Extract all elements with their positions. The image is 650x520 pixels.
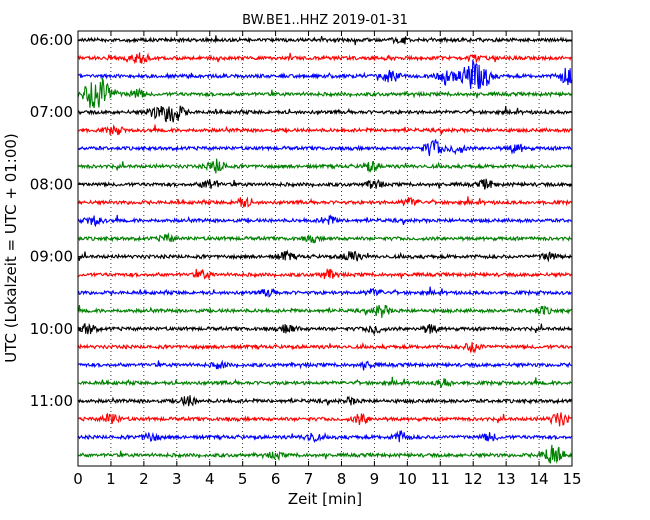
- chart-title: BW.BE1..HHZ 2019-01-31: [242, 13, 408, 28]
- x-axis-label: Zeit [min]: [288, 490, 362, 508]
- x-tick-label: 4: [205, 470, 215, 488]
- trace-line-row-22: [77, 429, 572, 443]
- y-tick-label: 09:00: [30, 248, 73, 266]
- trace-line-row-0: [77, 35, 572, 46]
- x-tick-label: 10: [398, 470, 417, 488]
- trace-group: [77, 35, 573, 464]
- x-tick-label: 11: [431, 470, 450, 488]
- y-tick-label: 07:00: [30, 103, 73, 121]
- trace-line-row-3: [77, 77, 572, 109]
- y-tick-label: 08:00: [30, 175, 73, 193]
- trace-line-row-18: [77, 359, 572, 371]
- x-tick-label: 5: [238, 470, 248, 488]
- trace-line-row-10: [77, 213, 572, 228]
- trace-line-row-11: [77, 231, 572, 244]
- x-tick-label: 3: [172, 470, 182, 488]
- y-tick-label: 06:00: [30, 31, 73, 49]
- trace-line-row-12: [77, 249, 572, 263]
- y-axis: 06:00 07:00 08:00 09:00 10:00 11:00: [30, 31, 572, 410]
- x-tick-label: 13: [497, 470, 516, 488]
- x-axis: 0 1 2 3 4 5 6 7 8 9 10 11 12 13 14 15: [73, 31, 582, 488]
- trace-line-row-13: [77, 267, 572, 280]
- trace-line-row-1: [77, 52, 572, 65]
- trace-line-row-21: [77, 412, 572, 427]
- trace-line-row-19: [77, 376, 572, 389]
- plot-frame: [77, 30, 573, 467]
- y-tick-label: 10:00: [30, 320, 73, 338]
- trace-line-row-14: [77, 286, 572, 298]
- trace-line-row-2: [77, 60, 573, 90]
- x-tick-label: 15: [562, 470, 581, 488]
- x-tick-label: 7: [304, 470, 314, 488]
- trace-line-row-17: [77, 341, 572, 354]
- x-tick-label: 8: [337, 470, 347, 488]
- trace-line-row-4: [77, 105, 572, 123]
- x-tick-label: 9: [370, 470, 380, 488]
- trace-line-row-9: [77, 196, 572, 208]
- vertical-grid: [110, 31, 540, 466]
- x-tick-label: 12: [464, 470, 483, 488]
- trace-line-row-20: [77, 395, 572, 407]
- x-tick-label: 6: [271, 470, 281, 488]
- trace-line-row-7: [77, 158, 573, 174]
- y-tick-label: 11:00: [30, 392, 73, 410]
- trace-line-row-16: [77, 322, 572, 336]
- x-tick-label: 14: [530, 470, 549, 488]
- x-tick-label: 2: [139, 470, 149, 488]
- trace-line-row-5: [77, 124, 572, 136]
- trace-line-row-15: [77, 304, 572, 318]
- trace-line-row-6: [77, 138, 572, 157]
- trace-line-row-8: [77, 178, 573, 190]
- y-axis-label: UTC (Lokalzeit = UTC + 01:00): [2, 133, 20, 363]
- trace-line-row-23: [77, 444, 573, 464]
- x-tick-label: 0: [73, 470, 83, 488]
- x-tick-label: 1: [106, 470, 116, 488]
